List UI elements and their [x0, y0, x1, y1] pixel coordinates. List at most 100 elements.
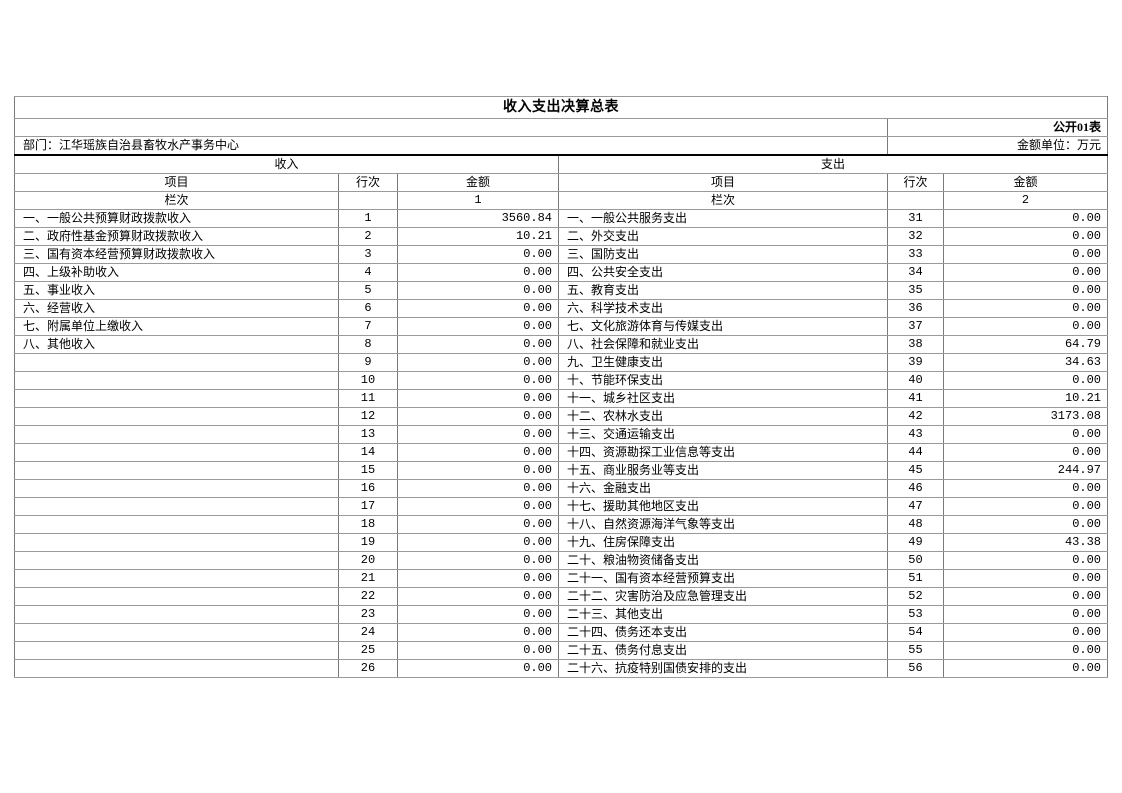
title-row: 收入支出决算总表	[14, 96, 1108, 119]
expense-item-header: 项目	[558, 173, 888, 192]
table-row: 25 0.00 二十五、债务付息支出 55 0.00	[14, 641, 1108, 660]
expense-item-cell: 十七、援助其他地区支出	[558, 497, 888, 516]
expense-amount-cell: 0.00	[943, 569, 1108, 588]
income-item-cell	[14, 425, 339, 444]
table-row: 9 0.00 九、卫生健康支出 39 34.63	[14, 353, 1108, 372]
expense-line-cell: 31	[887, 209, 944, 228]
expense-item-cell: 十一、城乡社区支出	[558, 389, 888, 408]
table-row: 18 0.00 十八、自然资源海洋气象等支出 48 0.00	[14, 515, 1108, 534]
expense-amount-cell: 10.21	[943, 389, 1108, 408]
income-amount-cell: 0.00	[397, 641, 559, 660]
table-row: 14 0.00 十四、资源勘探工业信息等支出 44 0.00	[14, 443, 1108, 462]
income-item-cell	[14, 623, 339, 642]
expense-column-index: 2	[943, 191, 1108, 210]
income-amount-cell: 0.00	[397, 623, 559, 642]
income-amount-cell: 10.21	[397, 227, 559, 246]
income-line-cell: 1	[338, 209, 398, 228]
income-line-cell: 22	[338, 587, 398, 606]
expense-amount-header: 金额	[943, 173, 1108, 192]
expense-item-cell: 四、公共安全支出	[558, 263, 888, 282]
column-header-row: 项目 行次 金额 项目 行次 金额	[14, 173, 1108, 192]
expense-amount-cell: 0.00	[943, 299, 1108, 318]
expense-item-cell: 六、科学技术支出	[558, 299, 888, 318]
income-line-cell: 2	[338, 227, 398, 246]
income-line-cell: 8	[338, 335, 398, 354]
expense-item-cell: 十四、资源勘探工业信息等支出	[558, 443, 888, 462]
table-row: 一、一般公共预算财政拨款收入 1 3560.84 一、一般公共服务支出 31 0…	[14, 209, 1108, 228]
expense-item-cell: 二十一、国有资本经营预算支出	[558, 569, 888, 588]
expense-item-cell: 二十二、灾害防治及应急管理支出	[558, 587, 888, 606]
income-item-cell: 七、附属单位上缴收入	[14, 317, 339, 336]
income-amount-cell: 0.00	[397, 569, 559, 588]
table-row: 26 0.00 二十六、抗疫特别国债安排的支出 56 0.00	[14, 659, 1108, 678]
income-amount-cell: 0.00	[397, 497, 559, 516]
column-index-row: 栏次 1 栏次 2	[14, 191, 1108, 210]
income-amount-cell: 0.00	[397, 335, 559, 354]
expense-item-cell: 十三、交通运输支出	[558, 425, 888, 444]
table-row: 20 0.00 二十、粮油物资储备支出 50 0.00	[14, 551, 1108, 570]
table-row: 三、国有资本经营预算财政拨款收入 3 0.00 三、国防支出 33 0.00	[14, 245, 1108, 264]
expense-amount-cell: 0.00	[943, 425, 1108, 444]
income-item-cell	[14, 497, 339, 516]
table-row: 15 0.00 十五、商业服务业等支出 45 244.97	[14, 461, 1108, 480]
expense-item-cell: 三、国防支出	[558, 245, 888, 264]
expense-item-cell: 八、社会保障和就业支出	[558, 335, 888, 354]
expense-line-cell: 56	[887, 659, 944, 678]
final-accounts-table: 收入支出决算总表 公开01表 部门：江华瑶族自治县畜牧水产事务中心 金额单位：万…	[14, 96, 1108, 678]
income-amount-cell: 0.00	[397, 317, 559, 336]
expense-amount-cell: 0.00	[943, 281, 1108, 300]
expense-item-cell: 九、卫生健康支出	[558, 353, 888, 372]
income-section-header: 收入	[14, 154, 559, 174]
table-row: 24 0.00 二十四、债务还本支出 54 0.00	[14, 623, 1108, 642]
income-amount-cell: 0.00	[397, 407, 559, 426]
income-line-cell: 16	[338, 479, 398, 498]
expense-amount-cell: 244.97	[943, 461, 1108, 480]
expense-amount-cell: 0.00	[943, 623, 1108, 642]
table-row: 12 0.00 十二、农林水支出 42 3173.08	[14, 407, 1108, 426]
income-index-label: 栏次	[14, 191, 339, 210]
expense-line-cell: 32	[887, 227, 944, 246]
expense-section-header: 支出	[558, 154, 1108, 174]
income-line-cell: 26	[338, 659, 398, 678]
income-line-cell: 13	[338, 425, 398, 444]
income-amount-cell: 0.00	[397, 551, 559, 570]
income-line-cell: 21	[338, 569, 398, 588]
expense-line-cell: 43	[887, 425, 944, 444]
expense-amount-cell: 0.00	[943, 659, 1108, 678]
income-line-cell: 17	[338, 497, 398, 516]
expense-item-cell: 十二、农林水支出	[558, 407, 888, 426]
expense-line-cell: 35	[887, 281, 944, 300]
expense-line-cell: 48	[887, 515, 944, 534]
expense-line-cell: 55	[887, 641, 944, 660]
income-line-cell: 14	[338, 443, 398, 462]
income-item-cell: 一、一般公共预算财政拨款收入	[14, 209, 339, 228]
table-code-row: 公开01表	[14, 118, 1108, 137]
expense-amount-cell: 43.38	[943, 533, 1108, 552]
table-row: 10 0.00 十、节能环保支出 40 0.00	[14, 371, 1108, 390]
expense-item-cell: 二、外交支出	[558, 227, 888, 246]
expense-amount-cell: 0.00	[943, 587, 1108, 606]
income-amount-cell: 0.00	[397, 371, 559, 390]
expense-line-cell: 51	[887, 569, 944, 588]
expense-line-cell: 54	[887, 623, 944, 642]
income-item-cell	[14, 353, 339, 372]
expense-amount-cell: 0.00	[943, 497, 1108, 516]
expense-item-cell: 十、节能环保支出	[558, 371, 888, 390]
income-line-cell: 10	[338, 371, 398, 390]
expense-line-cell: 36	[887, 299, 944, 318]
expense-amount-cell: 0.00	[943, 317, 1108, 336]
expense-item-cell: 一、一般公共服务支出	[558, 209, 888, 228]
income-line-cell: 7	[338, 317, 398, 336]
expense-line-cell: 42	[887, 407, 944, 426]
income-item-cell	[14, 389, 339, 408]
expense-amount-cell: 0.00	[943, 443, 1108, 462]
income-item-cell	[14, 533, 339, 552]
expense-item-cell: 五、教育支出	[558, 281, 888, 300]
expense-amount-cell: 0.00	[943, 245, 1108, 264]
income-line-cell: 6	[338, 299, 398, 318]
income-item-cell: 六、经营收入	[14, 299, 339, 318]
expense-amount-cell: 0.00	[943, 371, 1108, 390]
income-amount-cell: 3560.84	[397, 209, 559, 228]
income-amount-cell: 0.00	[397, 389, 559, 408]
table-row: 19 0.00 十九、住房保障支出 49 43.38	[14, 533, 1108, 552]
